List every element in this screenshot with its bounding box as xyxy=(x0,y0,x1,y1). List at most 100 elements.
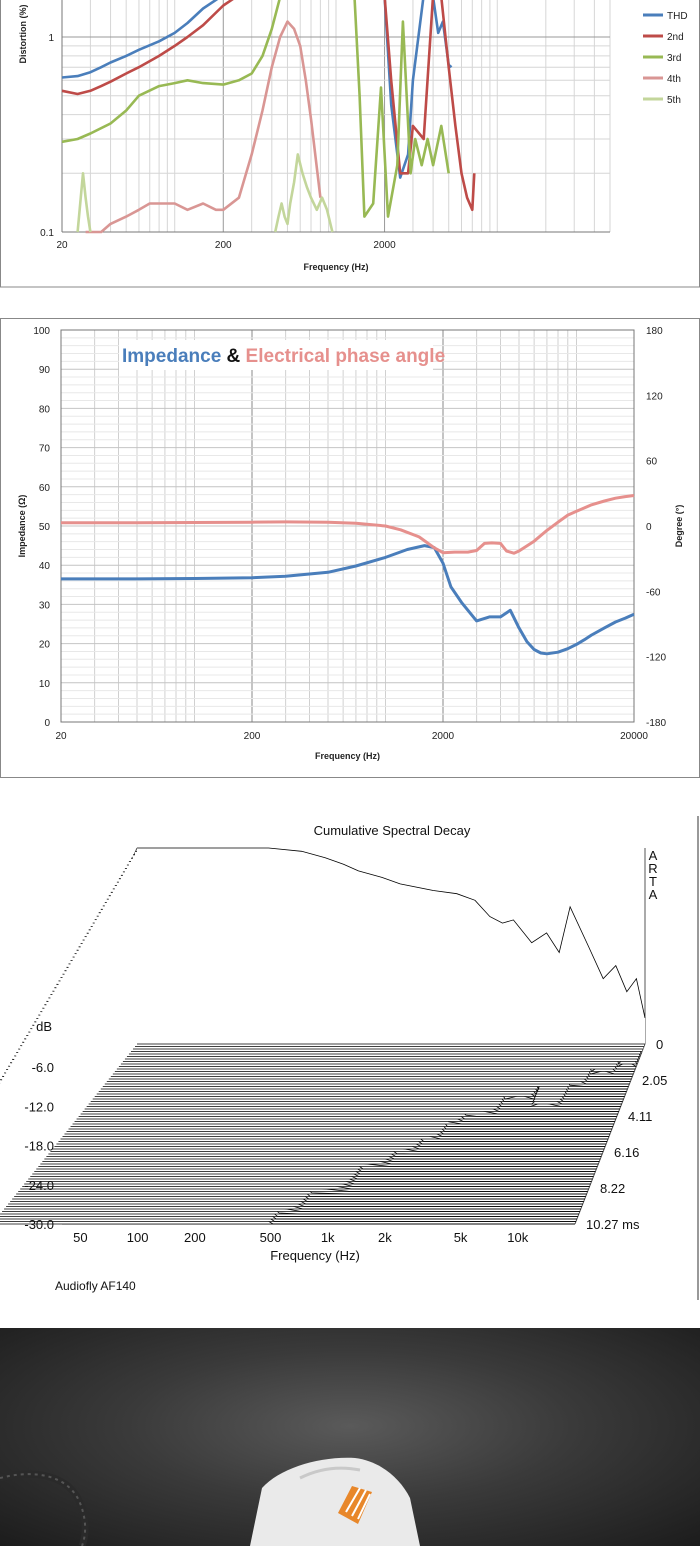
distortion-chart: 20 200 2000 0.1 1 Frequency (Hz) Distortion (%… xyxy=(0,0,700,290)
csd-slice-fill xyxy=(137,848,645,1044)
chart2-y-tick-label: 50 xyxy=(39,522,51,533)
chart1-series xyxy=(61,0,476,234)
chart2-title-text: Impedance & Electrical phase angle xyxy=(122,346,445,367)
chart3-time-tick-label: 4.11 xyxy=(628,1109,652,1124)
chart3-freq-tick-label: 50 xyxy=(73,1230,87,1245)
chart2-y2-tick-label: 120 xyxy=(646,391,663,402)
legend-label-4th: 4th xyxy=(667,74,681,85)
chart2-y-tick-label: 90 xyxy=(39,365,51,376)
legend-label-5th: 5th xyxy=(667,95,681,106)
impedance-phase-chart: Impedance & Electrical phase angle 20 200 2… xyxy=(0,318,700,778)
earphone-highlight xyxy=(299,1466,361,1480)
chart3-freq-tick-label: 200 xyxy=(184,1230,206,1245)
chart2-y-tick-label: 70 xyxy=(39,444,51,455)
chart3-db-tick-label: -6.0 xyxy=(32,1060,54,1075)
chart2-title-bg xyxy=(119,340,433,370)
chart1-gridlines xyxy=(61,0,611,233)
chart2-y-tick-label: 100 xyxy=(33,326,50,337)
chart2-x-tick-label: 20 xyxy=(55,731,67,742)
chart3-db-tick-label: -18.0 xyxy=(24,1139,54,1154)
series-line-5th xyxy=(273,153,334,233)
chart3-freq-tick-label: 10k xyxy=(507,1230,528,1245)
arta-label-letter: A xyxy=(649,887,658,902)
chart1-x-tick-label: 20 xyxy=(56,240,68,251)
chart2-y2-axis-title: Degree (°) xyxy=(674,505,684,548)
earphone-cable-braid xyxy=(0,1473,87,1546)
chart2-y-tick-label: 80 xyxy=(39,404,51,415)
chart2-y2-tick-label: 0 xyxy=(646,522,652,533)
chart3-time-tick-label: 0 xyxy=(656,1037,663,1052)
chart2-y-tick-label: 20 xyxy=(39,640,51,651)
chart2-y2-tick-label: 180 xyxy=(646,326,663,337)
chart2-y-tick-label: 40 xyxy=(39,561,51,572)
chart2-title-part: Impedance xyxy=(122,346,221,367)
earphone-body xyxy=(250,1457,420,1546)
chart2-y2-tick-label: 60 xyxy=(646,457,658,468)
series-line-2nd xyxy=(61,0,234,96)
chart3-time-tick-label: 10.27 ms xyxy=(586,1217,640,1232)
chart3-db-tick-label: -24.0 xyxy=(24,1178,54,1193)
impedance-line xyxy=(61,544,635,656)
chart3-caption: Audiofly AF140 xyxy=(55,1279,136,1293)
chart1-legend: THD 2nd 3rd 4th 5th xyxy=(643,11,688,106)
chart2-x-axis-title: Frequency (Hz) xyxy=(315,751,380,761)
chart1-x-tick-label: 2000 xyxy=(373,240,396,251)
chart2-y2-tick-label: -180 xyxy=(646,718,666,729)
chart2-y2-tick-label: -120 xyxy=(646,653,666,664)
earphone-illustration xyxy=(0,1457,420,1546)
series-line-3rd xyxy=(61,0,281,144)
chart1-frame xyxy=(0,0,700,288)
chart3-decay-slices xyxy=(0,847,646,1225)
chart2-y-tick-label: 30 xyxy=(39,600,51,611)
chart3-x-axis-title: Frequency (Hz) xyxy=(270,1248,360,1263)
series-line-3rd xyxy=(353,0,450,218)
chart1-y-axis-title: Distortion (%) xyxy=(18,5,28,64)
chart3-title: Cumulative Spectral Decay xyxy=(314,823,471,838)
series-line-5th xyxy=(76,172,92,233)
legend-label-3rd: 3rd xyxy=(667,53,681,64)
chart1-x-axis-title: Frequency (Hz) xyxy=(303,262,368,272)
arta-label-letter: A xyxy=(649,848,658,863)
earphone-cable xyxy=(0,1470,89,1546)
chart3-db-tick-label: -30.0 xyxy=(24,1217,54,1232)
chart2-series xyxy=(61,494,635,656)
chart2-y-axis-title: Impedance (Ω) xyxy=(17,495,27,558)
chart2-title: Impedance & Electrical phase angle xyxy=(119,340,445,370)
legend-label-thd: THD xyxy=(667,11,688,22)
chart3-time-tick-label: 8.22 xyxy=(600,1181,625,1196)
legend-label-2nd: 2nd xyxy=(667,32,684,43)
sticker-stripes xyxy=(345,1487,371,1520)
chart1-y-tick-label: 1 xyxy=(48,33,54,44)
series-line-4th xyxy=(85,20,322,234)
phase-angle-line xyxy=(61,494,635,555)
chart3-freq-tick-label: 2k xyxy=(378,1230,392,1245)
chart3-db-tick-label: -12.0 xyxy=(24,1099,54,1114)
series-line-2nd xyxy=(383,0,476,212)
chart3-freq-tick-label: 500 xyxy=(260,1230,282,1245)
chart2-title-part: Electrical phase angle xyxy=(240,346,445,367)
chart3-freq-tick-label: 1k xyxy=(321,1230,335,1245)
chart3-db-label: dB xyxy=(36,1019,52,1034)
csd-slice-line xyxy=(137,847,646,1018)
chart2-y-tick-label: 60 xyxy=(39,483,51,494)
series-line-thd xyxy=(61,0,219,79)
chart2-y2-tick-label: -60 xyxy=(646,587,661,598)
distortion-chart-svg: 20 200 2000 0.1 1 Frequency (Hz) Distortion (%… xyxy=(0,0,700,288)
product-photo xyxy=(0,1328,700,1546)
chart2-x-tick-label: 2000 xyxy=(432,731,455,742)
chart3-time-tick-label: 2.05 xyxy=(642,1073,667,1088)
chart1-y-tick-label: 0.1 xyxy=(40,228,54,239)
chart2-frame xyxy=(0,318,700,778)
chart2-x-tick-label: 20000 xyxy=(620,731,648,742)
chart3-freq-tick-label: 5k xyxy=(454,1230,468,1245)
chart2-plot-border xyxy=(60,329,635,723)
arta-label-letter: T xyxy=(649,874,657,889)
chart1-x-tick-label: 200 xyxy=(215,240,232,251)
chart3-time-tick-label: 6.16 xyxy=(614,1145,639,1160)
chart3-freq-tick-label: 100 xyxy=(127,1230,149,1245)
chart2-x-tick-label: 200 xyxy=(244,731,261,742)
chart2-y-tick-label: 10 xyxy=(39,679,51,690)
